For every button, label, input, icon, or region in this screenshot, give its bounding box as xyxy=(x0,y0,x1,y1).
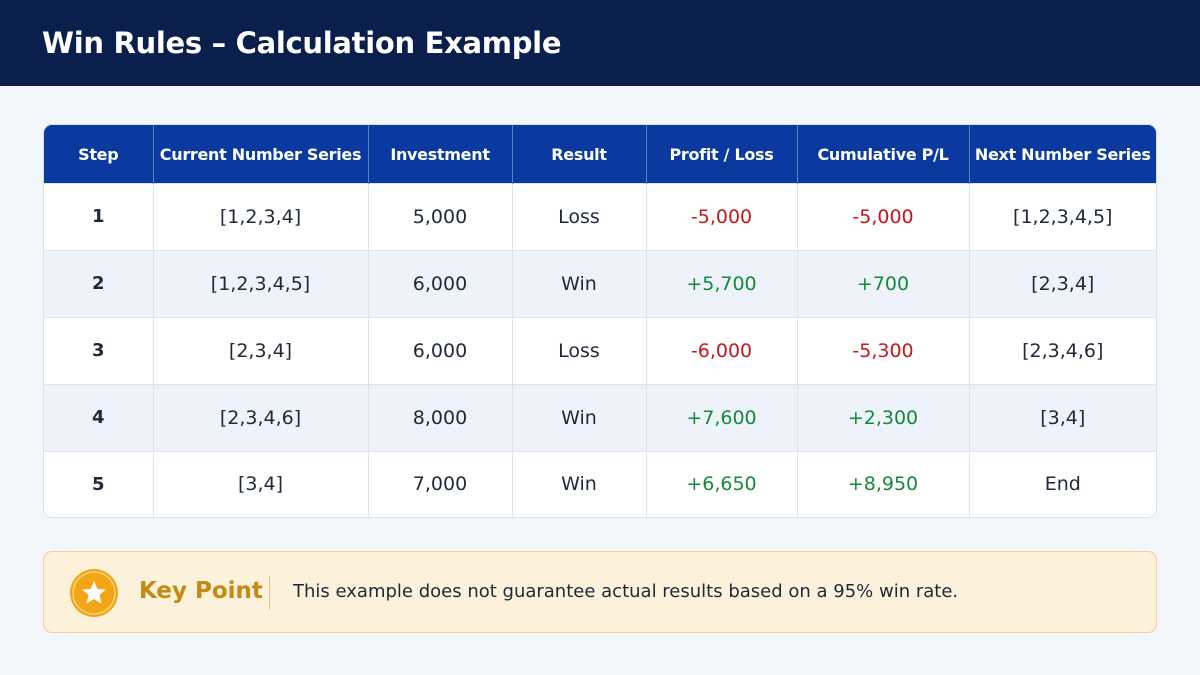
table-cell: +8,950 xyxy=(797,450,970,517)
table-cell: 1 xyxy=(44,183,154,251)
table-cell: [1,2,3,4,5] xyxy=(969,183,1156,251)
column-header: Step xyxy=(44,125,154,184)
table-cell: +7,600 xyxy=(646,383,798,452)
table-cell: Loss xyxy=(512,183,647,251)
table-row: 3 [2,3,4] 6,000 Loss -6,000 -5,300 [2,3,4,6] xyxy=(44,316,1156,385)
table-cell: 6,000 xyxy=(368,249,513,318)
table-cell: Win xyxy=(512,383,647,452)
table-cell: -6,000 xyxy=(646,316,798,385)
table-cell: 3 xyxy=(44,316,154,385)
table-row: 1 [1,2,3,4] 5,000 Loss -5,000 -5,000 [1,2,3,4,… xyxy=(44,183,1156,251)
table-cell: Win xyxy=(512,249,647,318)
note-label: Key Point xyxy=(139,578,263,604)
table-cell: Win xyxy=(512,450,647,517)
header: Win Rules – Calculation Example xyxy=(0,0,1200,86)
table-cell: +2,300 xyxy=(797,383,970,452)
header-row: Step Current Number Series Investment Resul… xyxy=(44,125,1156,184)
title: Win Rules – Calculation Example xyxy=(42,26,562,60)
table-cell: 8,000 xyxy=(368,383,513,452)
table-cell: [2,3,4] xyxy=(969,249,1156,318)
table-cell: [2,3,4,6] xyxy=(969,316,1156,385)
column-header: Result xyxy=(512,125,647,184)
table-cell: +5,700 xyxy=(646,249,798,318)
table-cell: End xyxy=(969,450,1156,517)
column-header: Investment xyxy=(368,125,513,184)
table-cell: [1,2,3,4] xyxy=(153,183,369,251)
table-cell: -5,300 xyxy=(797,316,970,385)
table-cell: 5,000 xyxy=(368,183,513,251)
table-cell: [2,3,4] xyxy=(153,316,369,385)
table: Step Current Number Series Investment Resul… xyxy=(44,125,1156,517)
table-cell: -5,000 xyxy=(646,183,798,251)
table-cell: 6,000 xyxy=(368,316,513,385)
table-cell: [3,4] xyxy=(153,450,369,517)
table-cell: [2,3,4,6] xyxy=(153,383,369,452)
table-cell: [3,4] xyxy=(969,383,1156,452)
table-row: 5 [3,4] 7,000 Win +6,650 +8,950 End xyxy=(44,450,1156,517)
column-header: Profit / Loss xyxy=(646,125,798,184)
table-cell: +700 xyxy=(797,249,970,318)
table-cell: +6,650 xyxy=(646,450,798,517)
table-cell: Loss xyxy=(512,316,647,385)
table-cell: -5,000 xyxy=(797,183,970,251)
star-icon xyxy=(70,569,118,617)
table-body: 1 [1,2,3,4] 5,000 Loss -5,000 -5,000 [1,2,3,4,… xyxy=(44,183,1156,517)
column-header: Next Number Series xyxy=(969,125,1156,184)
table-cell: 5 xyxy=(44,450,154,517)
table-cell: 4 xyxy=(44,383,154,452)
table-row: 4 [2,3,4,6] 8,000 Win +7,600 +2,300 [3,4] xyxy=(44,383,1156,452)
column-header: Cumulative P/L xyxy=(797,125,970,184)
table-cell: 7,000 xyxy=(368,450,513,517)
divider xyxy=(269,576,270,610)
table-row: 2 [1,2,3,4,5] 6,000 Win +5,700 +700 [2,3,4] xyxy=(44,249,1156,318)
table-cell: [1,2,3,4,5] xyxy=(153,249,369,318)
note-text: This example does not guarantee actual r… xyxy=(293,581,959,602)
column-header: Current Number Series xyxy=(153,125,369,184)
table-container: Step Current Number Series Investment Resul… xyxy=(43,124,1157,518)
table-cell: 2 xyxy=(44,249,154,318)
key-point-box: Key Point This example does not guarante… xyxy=(43,551,1157,633)
